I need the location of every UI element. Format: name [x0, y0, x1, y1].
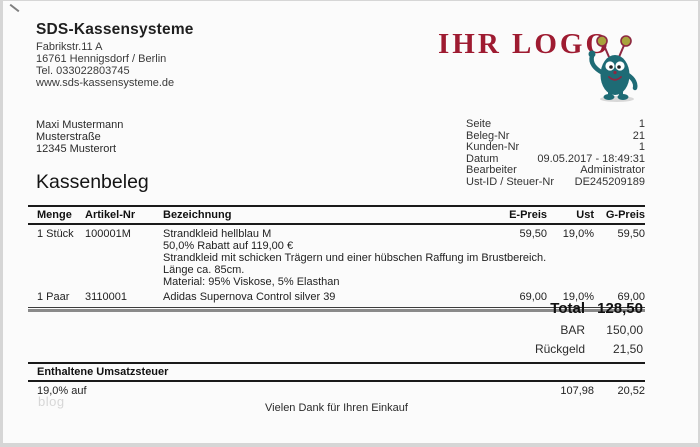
item-description: Strandkleid hellblau M: [163, 228, 272, 240]
change-row: Rückgeld 21,50: [423, 342, 643, 356]
item-quantity: 1 Paar: [37, 291, 70, 304]
company-website: www.sds-kassensysteme.de: [36, 76, 175, 89]
meta-row-bearbeiter: Bearbeiter Administrator: [466, 165, 645, 177]
meta-label: Beleg-Nr: [466, 129, 510, 142]
meta-label: Bearbeiter: [466, 164, 517, 177]
item-detail-line: Länge ca. 85cm.: [163, 263, 245, 276]
col-header-g-preis: G-Preis: [605, 209, 645, 221]
change-label: Rückgeld: [534, 341, 585, 356]
totals-divider-rule: [28, 309, 645, 313]
total-value: 128,50: [597, 300, 643, 317]
page-title: Kassenbeleg: [36, 171, 149, 193]
customer-street: Musterstraße: [36, 131, 101, 143]
item-total-price: 69,00: [617, 291, 645, 304]
company-address-line: Fabrikstr.11 A: [36, 41, 103, 53]
change-value: 21,50: [612, 341, 643, 356]
col-header-e-preis: E-Preis: [509, 209, 547, 221]
item-unit-price: 69,00: [519, 291, 547, 304]
company-address: Fabrikstr.11 A 16761 Hennigsdorf / Berli…: [36, 41, 175, 90]
meta-value: 21: [632, 129, 645, 142]
tax-rate-label: 19,0% auf: [37, 385, 87, 397]
meta-row-seite: Seite 1: [466, 118, 645, 131]
alien-mascot-icon: [583, 34, 645, 109]
meta-value: 09.05.2017 - 18:49:31: [537, 152, 645, 165]
meta-row-beleg-nr: Beleg-Nr 21: [466, 129, 645, 143]
meta-row-ust-id: Ust-ID / Steuer-Nr DE245209189: [466, 175, 645, 189]
tax-net-amount: 107,98: [560, 385, 594, 397]
meta-row-datum: Datum 09.05.2017 - 18:49:31: [466, 152, 645, 166]
item-article-number: 3110001: [85, 291, 128, 304]
tax-amount: 20,52: [617, 385, 645, 397]
meta-value: Administrator: [580, 164, 645, 177]
total-label: Total: [550, 300, 585, 317]
payment-value: 150,00: [606, 323, 643, 337]
meta-label: Kunden-Nr: [466, 141, 520, 154]
company-name: SDS-Kassensysteme: [36, 21, 194, 38]
payment-method-label: BAR: [560, 323, 585, 337]
company-address-line: Tel. 033022803745: [36, 64, 130, 77]
customer-name: Maxi Mustermann: [36, 119, 124, 131]
payment-row: BAR 150,00: [423, 323, 643, 337]
col-header-artikel-nr: Artikel-Nr: [85, 209, 136, 221]
corner-scan-mark: [9, 3, 20, 13]
meta-value: 1: [638, 118, 645, 130]
table-row: 1 Paar 3110001 Adidas Supernova Control …: [28, 288, 645, 305]
tax-heading: Enthaltene Umsatzsteuer: [28, 362, 645, 382]
item-detail-line: Strandkleid mit schicken Trägern und ein…: [163, 251, 547, 264]
item-vat-rate: 19,0%: [562, 291, 594, 304]
col-header-menge: Menge: [37, 209, 72, 221]
tax-section: Enthaltene Umsatzsteuer 19,0% auf 107,98…: [28, 362, 645, 397]
items-table: Menge Artikel-Nr Bezeichnung E-Preis Ust…: [28, 205, 645, 313]
item-detail-line: Material: 95% Viskose, 5% Elasthan: [163, 275, 340, 288]
table-header-row: Menge Artikel-Nr Bezeichnung E-Preis Ust…: [28, 205, 645, 225]
item-article-number: 100001M: [85, 228, 131, 240]
company-address-line: 16761 Hennigsdorf / Berlin: [36, 52, 167, 65]
placeholder-logo-text: IHR LOGO: [438, 28, 612, 60]
item-detail-line: 50,0% Rabatt auf 119,00 €: [163, 239, 294, 252]
col-header-bezeichnung: Bezeichnung: [163, 209, 232, 221]
col-header-ust: Ust: [576, 209, 594, 221]
item-vat-rate: 19,0%: [562, 228, 594, 240]
meta-value: 1: [638, 141, 645, 154]
meta-label: Ust-ID / Steuer-Nr: [466, 175, 555, 188]
table-bottom-rule: [28, 307, 645, 309]
item-quantity: 1 Stück: [37, 228, 74, 240]
thank-you-message: Vielen Dank für Ihren Einkauf: [265, 402, 408, 414]
meta-label: Datum: [466, 152, 499, 165]
customer-city: 12345 Musterort: [36, 143, 117, 155]
meta-row-kunden-nr: Kunden-Nr 1: [466, 142, 645, 154]
receipt-meta: Seite 1 Beleg-Nr 21 Kunden-Nr 1 Datum 09…: [466, 118, 645, 189]
item-total-price: 59,50: [617, 228, 645, 240]
totals-block: Total 128,50 BAR 150,00 Rückgeld 21,50: [423, 300, 643, 360]
receipt-page: SDS-Kassensysteme Fabrikstr.11 A 16761 H…: [3, 1, 698, 443]
meta-value: DE245209189: [574, 175, 645, 188]
table-row: 1 Stück 100001M Strandkleid hellblau M 5…: [28, 225, 645, 240]
customer-address: Maxi Mustermann Musterstraße 12345 Muste…: [36, 119, 123, 155]
total-row: Total 128,50: [423, 300, 643, 317]
meta-label: Seite: [466, 118, 492, 130]
item-unit-price: 59,50: [519, 228, 547, 240]
item-description: Adidas Supernova Control silver 39: [163, 291, 336, 304]
tax-row: 19,0% auf 107,98 20,52: [28, 382, 645, 397]
blog-watermark: blog: [38, 394, 65, 409]
